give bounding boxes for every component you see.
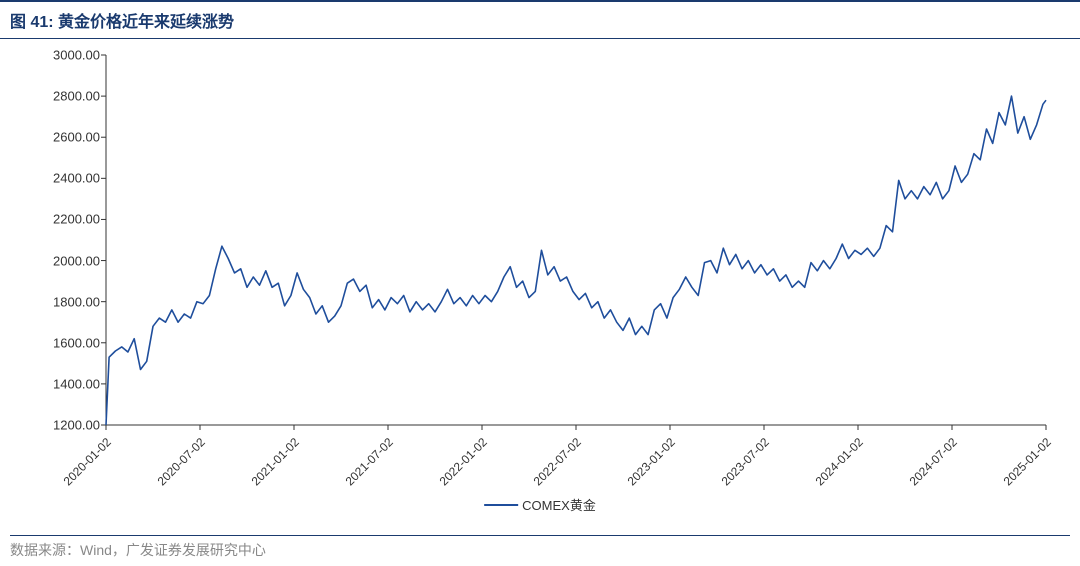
y-tick-label: 1400.00 (20, 376, 100, 391)
x-tick-label: 2023-01-02 (625, 435, 678, 488)
x-tick-label: 2022-07-02 (531, 435, 584, 488)
y-tick-label: 1200.00 (20, 418, 100, 433)
y-tick-label: 3000.00 (20, 48, 100, 63)
legend-swatch (484, 504, 518, 506)
figure-header: 图 41: 黄金价格近年来延续涨势 (0, 0, 1080, 39)
chart-area: COMEX黄金 1200.001400.001600.001800.002000… (10, 47, 1070, 507)
x-tick-label: 2021-01-02 (249, 435, 302, 488)
source-label: 数据来源： (10, 542, 80, 558)
x-tick-label: 2024-01-02 (813, 435, 866, 488)
x-tick-label: 2025-01-02 (1001, 435, 1054, 488)
y-tick-label: 2000.00 (20, 253, 100, 268)
y-tick-label: 1600.00 (20, 335, 100, 350)
y-tick-label: 2400.00 (20, 171, 100, 186)
figure-caption: 黄金价格近年来延续涨势 (58, 14, 234, 31)
figure-title: 图 41: 黄金价格近年来延续涨势 (10, 14, 234, 31)
y-tick-label: 2200.00 (20, 212, 100, 227)
x-tick-label: 2024-07-02 (907, 435, 960, 488)
legend: COMEX黄金 (484, 495, 596, 514)
y-tick-label: 2800.00 (20, 89, 100, 104)
x-tick-label: 2020-07-02 (155, 435, 208, 488)
y-tick-label: 2600.00 (20, 130, 100, 145)
legend-label: COMEX黄金 (522, 495, 596, 514)
x-tick-label: 2023-07-02 (719, 435, 772, 488)
line-chart (106, 55, 1046, 425)
figure-footer: 数据来源：Wind，广发证券发展研究中心 (10, 535, 1070, 560)
x-tick-label: 2022-01-02 (437, 435, 490, 488)
x-tick-label: 2021-07-02 (343, 435, 396, 488)
y-tick-label: 1800.00 (20, 294, 100, 309)
x-tick-label: 2020-01-02 (61, 435, 114, 488)
source-value: Wind，广发证券发展研究中心 (80, 542, 266, 558)
source-text: 数据来源：Wind，广发证券发展研究中心 (10, 542, 266, 558)
figure-number: 图 41: (10, 14, 54, 31)
